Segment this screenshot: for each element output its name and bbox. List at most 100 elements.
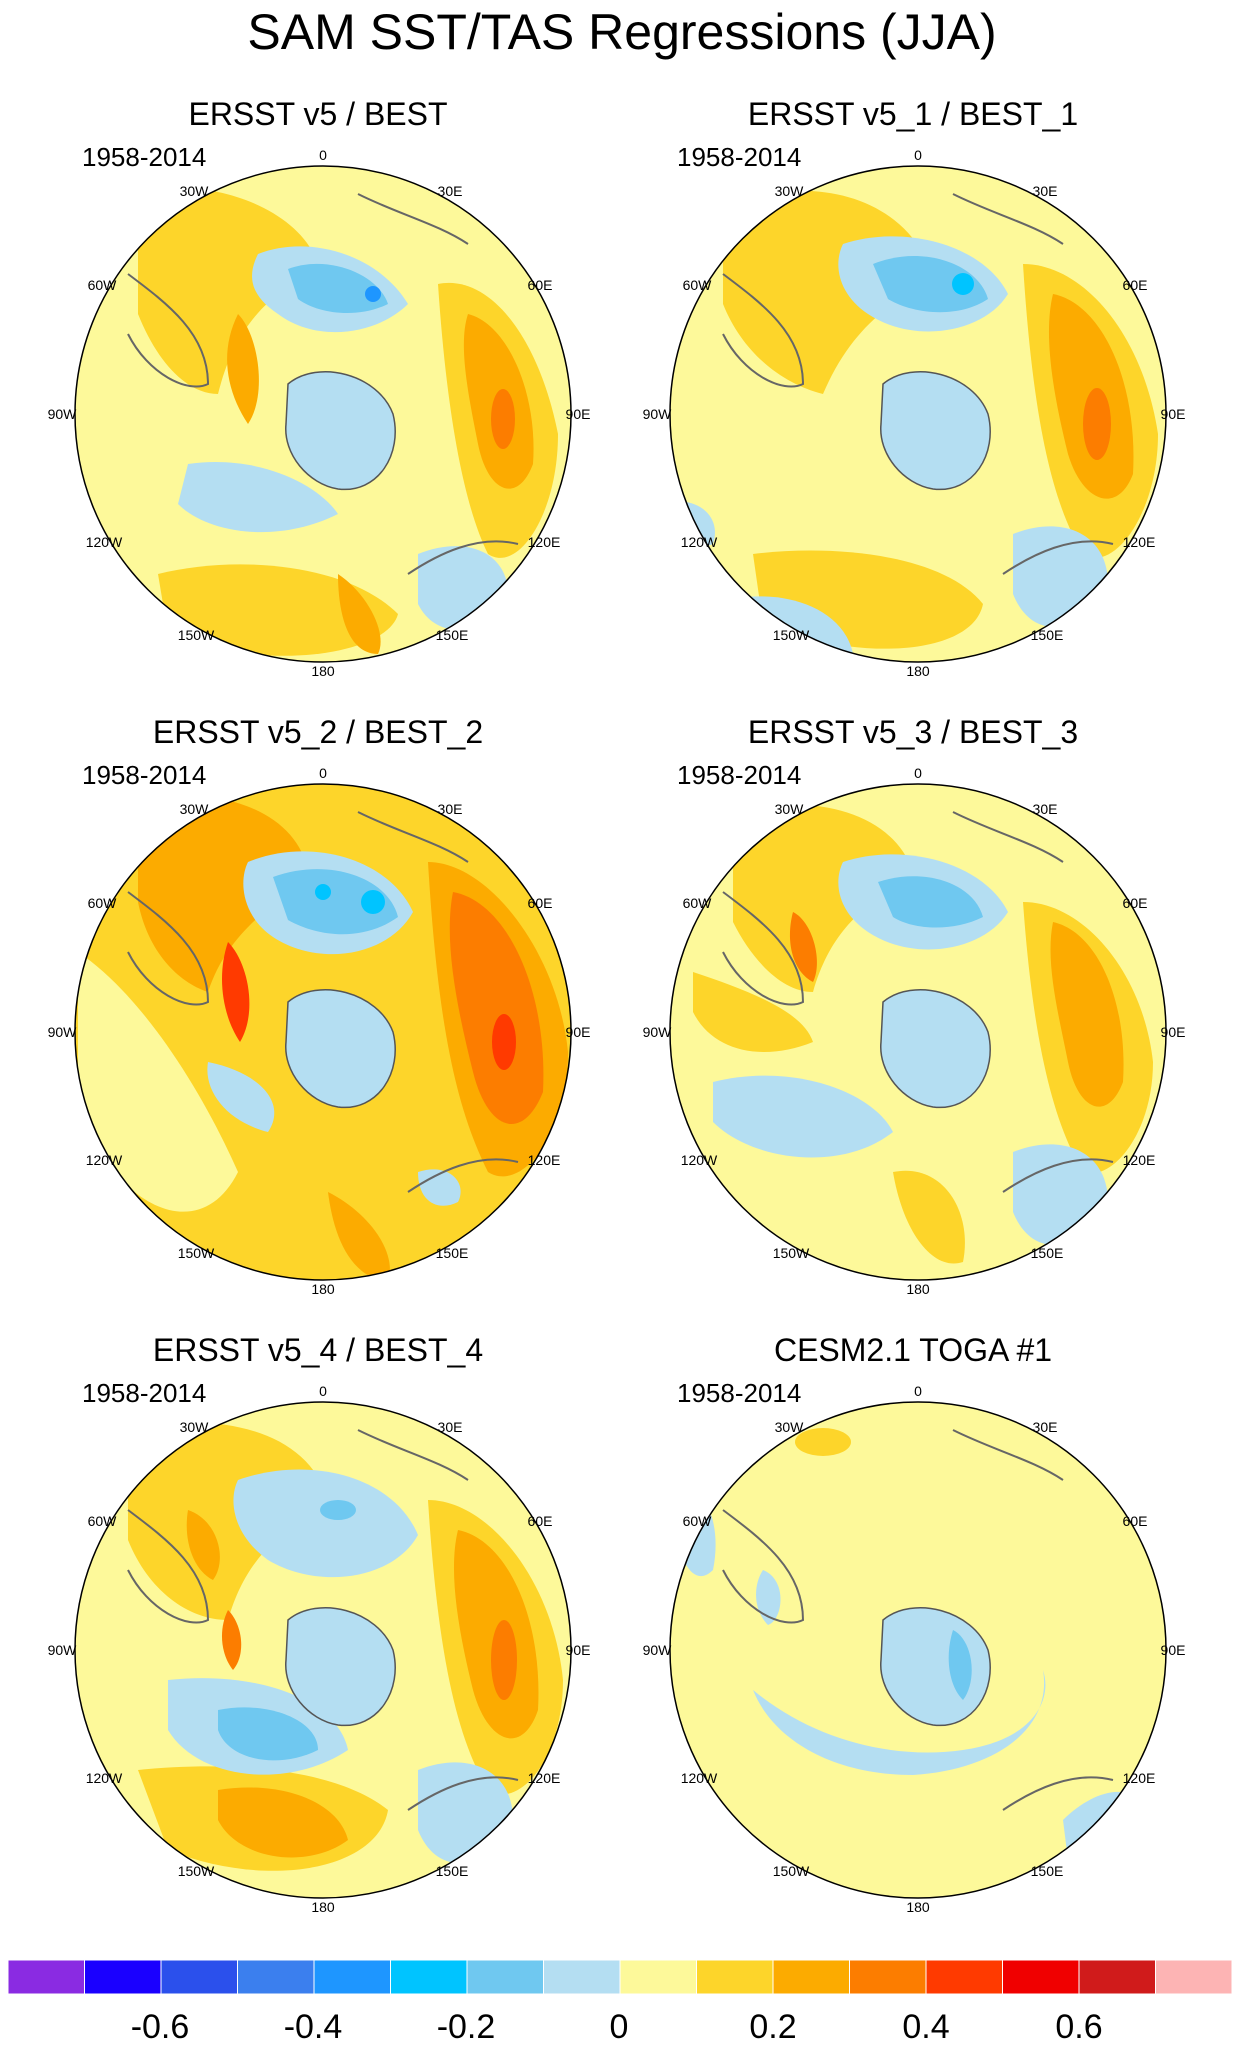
panel-period: 1958-2014 (82, 1378, 207, 1408)
warm-region (449, 892, 544, 1125)
lon-label: 90E (1161, 1642, 1186, 1658)
lon-label: 30E (1033, 183, 1058, 199)
lon-label: 120W (681, 1770, 718, 1786)
warm-region (221, 942, 250, 1042)
longitude-labels: 0 30E 60E 90E 120E 150E 180 150W 120W 90… (48, 147, 591, 679)
cool-core (361, 890, 385, 914)
cool-region (178, 462, 338, 533)
longitude-labels: 0 30E 60E 90E 120E 150E 180 150W 120W 90… (643, 147, 1186, 679)
coastline-africa (357, 193, 469, 245)
antarctica (285, 371, 396, 491)
warm-region (227, 314, 259, 424)
lon-label: 150E (1031, 1863, 1064, 1879)
colorbar-swatch (1155, 1960, 1233, 1995)
lon-label: 90E (566, 1642, 591, 1658)
longitude-labels: 0 30E 60E 90E 120E 150E 180 150W 120W 90… (643, 765, 1186, 1297)
colorbar-swatch (313, 1960, 391, 1995)
cool-region (753, 1670, 1046, 1775)
panel-period: 1958-2014 (82, 760, 207, 790)
lon-label: 90W (643, 1642, 673, 1658)
map-panel-4: ERSST v5_3 / BEST_3 1958-2014 0 30E 60E (613, 712, 1213, 1332)
warm-region (158, 564, 398, 656)
coastline-australia (1002, 1158, 1114, 1193)
colorbar-swatches (7, 1960, 1233, 1995)
cool-region (643, 989, 667, 1022)
lon-label: 150W (178, 627, 215, 643)
coastline-africa (952, 1429, 1064, 1481)
lon-label: 90W (643, 406, 673, 422)
lon-label: 150E (1031, 1245, 1064, 1261)
cool-region (207, 1062, 275, 1132)
figure-title: SAM SST/TAS Regressions (JJA) (247, 4, 997, 60)
coastline-south-america (722, 1509, 805, 1624)
lon-label: 60E (528, 895, 553, 911)
lon-label: 180 (906, 663, 930, 679)
lon-label: 60E (1123, 1513, 1148, 1529)
lon-label: 120E (528, 1770, 561, 1786)
polar-map: 0 30E 60E 90E 120E 150E 180 150W 120W 90… (48, 765, 591, 1297)
antarctica (285, 989, 396, 1109)
lon-label: 120W (86, 1770, 123, 1786)
lon-label: 120E (1123, 1152, 1156, 1168)
lon-label: 120E (528, 534, 561, 550)
colorbar-tick-label: -0.4 (284, 2008, 343, 2046)
colorbar-swatch (696, 1960, 774, 1995)
map-panel-2: ERSST v5_1 / BEST_1 1958-2014 0 30E 60E (613, 94, 1213, 714)
coastline-africa (357, 1429, 469, 1481)
cool-region (233, 1469, 418, 1578)
lon-label: 120E (1123, 1770, 1156, 1786)
coastline-australia (407, 1776, 519, 1811)
antarctica (880, 989, 991, 1109)
antarctica (285, 1607, 396, 1727)
colorbar-tick-label: -0.6 (131, 2008, 190, 2046)
lon-label: 60W (683, 895, 713, 911)
cool-core (948, 1630, 972, 1700)
warm-region (138, 187, 318, 394)
lon-label: 30E (438, 183, 463, 199)
cool-core (320, 1500, 356, 1520)
panel-title: ERSST v5_3 / BEST_3 (747, 714, 1079, 750)
map-panel-6: CESM2.1 TOGA #1 1958-2014 0 30E 60E 90E … (613, 1330, 1213, 1950)
lon-label: 0 (319, 147, 327, 163)
lon-label: 30E (1033, 1419, 1058, 1435)
panel-title: ERSST v5_1 / BEST_1 (747, 96, 1079, 132)
lon-label: 60E (1123, 277, 1148, 293)
lon-label: 150W (773, 1863, 810, 1879)
lon-label: 90E (566, 1024, 591, 1040)
lon-label: 150W (178, 1863, 215, 1879)
lon-label: 60E (528, 277, 553, 293)
warm-core (492, 1014, 516, 1070)
lon-label: 150E (1031, 627, 1064, 643)
lon-label: 150E (436, 1863, 469, 1879)
map-boundary (74, 165, 572, 663)
lon-label: 120W (681, 1152, 718, 1168)
lon-label: 180 (311, 1899, 335, 1915)
cool-region (878, 876, 983, 928)
warm-region (338, 574, 381, 654)
lon-label: 0 (914, 1383, 922, 1399)
lon-label: 150W (773, 1245, 810, 1261)
lon-label: 90W (643, 1024, 673, 1040)
colorbar-tick-label: -0.2 (437, 2008, 496, 2046)
map-boundary (74, 1401, 572, 1899)
lon-label: 30W (180, 183, 210, 199)
colorbar-swatch (160, 1960, 238, 1995)
map-panel-3: ERSST v5_2 / BEST_2 1958-2014 0 (18, 712, 618, 1332)
lon-label: 30W (775, 183, 805, 199)
lon-label: 120W (86, 534, 123, 550)
polar-map: 0 30E 60E 90E 120E 150E 180 150W 120W 90… (643, 1383, 1186, 1915)
lon-label: 90E (566, 406, 591, 422)
lon-label: 60W (683, 1513, 713, 1529)
lon-label: 150E (436, 1245, 469, 1261)
coastline-australia (1002, 1776, 1114, 1811)
coastline-south-america (722, 891, 805, 1006)
colorbar-tick-label: 0.6 (1055, 2008, 1102, 2046)
warm-region (218, 1787, 348, 1858)
colorbar-tick-label: 0.2 (749, 2008, 796, 2046)
lon-label: 30W (180, 1419, 210, 1435)
cool-core (365, 286, 381, 302)
lon-label: 30E (438, 801, 463, 817)
lon-label: 120W (681, 534, 718, 550)
polar-map: 0 30E 60E 90E 120E 150E 180 150W 120W 90… (48, 1383, 591, 1915)
lon-label: 180 (311, 1281, 335, 1297)
